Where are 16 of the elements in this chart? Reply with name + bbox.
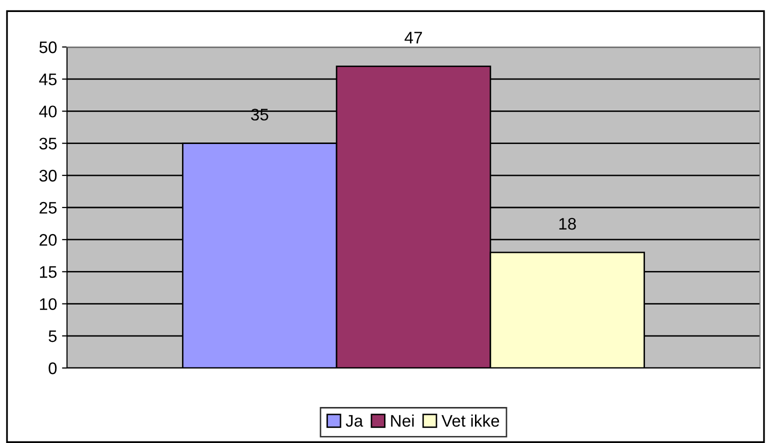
- y-tick-label: 35: [39, 138, 57, 150]
- y-tick-label: 15: [40, 266, 57, 278]
- data-label: 47: [404, 32, 422, 44]
- y-tick-label: 10: [40, 298, 57, 310]
- y-tick-label: 30: [39, 170, 57, 182]
- y-tick-label: 25: [40, 202, 57, 214]
- data-label: 18: [559, 218, 576, 230]
- y-tick-label: 40: [39, 106, 57, 118]
- y-tick-label: 0: [48, 362, 57, 374]
- y-tick-label: 45: [39, 74, 57, 86]
- legend-label: Vet ikke: [442, 414, 500, 427]
- legend-label: Nei: [391, 414, 414, 427]
- legend-label: Ja: [346, 415, 364, 427]
- y-tick-label: 50: [39, 41, 57, 54]
- y-tick-label: 5: [48, 330, 57, 342]
- y-tick-label: 20: [40, 234, 57, 246]
